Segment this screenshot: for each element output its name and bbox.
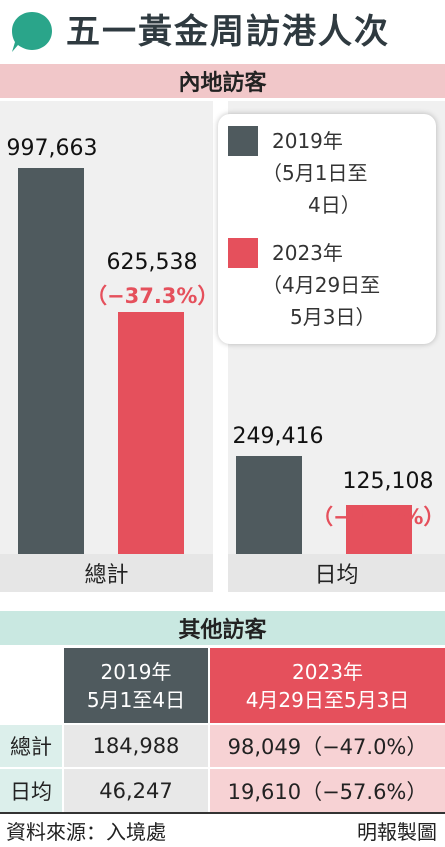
table-cell-total-2023: 98,049（−47.0%） [208, 723, 445, 768]
change-label-total: （−37.3%） [86, 284, 219, 308]
bar-daily-2019 [236, 456, 302, 554]
legend-range-2023-line2: 5月3日） [290, 305, 376, 329]
section-other-heading: 其他訪客 [0, 611, 445, 645]
table-header-2019: 2019年 5月1至4日 [62, 648, 209, 724]
speech-bubble-icon [12, 12, 52, 52]
legend-swatch-2019 [228, 126, 258, 156]
bar-total-2019 [18, 168, 84, 554]
legend-range-2023-line1: （4月29日至 [262, 273, 381, 297]
section-mainland-heading: 內地訪客 [0, 64, 445, 98]
table-header-2023-range: 4月29日至5月3日 [245, 687, 410, 712]
footer-divider [0, 812, 445, 814]
table-row: 總計 184,988 98,049（−47.0%） [0, 723, 445, 768]
table-corner [0, 648, 63, 724]
change-label-daily: （−49.8%） [312, 505, 445, 529]
category-label-total: 總計 [0, 554, 213, 592]
value-label-daily-2019: 249,416 [232, 424, 324, 449]
legend-year-2023: 2023年 [272, 241, 343, 265]
bar-total-2023 [118, 312, 184, 554]
legend-swatch-2023 [228, 238, 258, 268]
page-title: 五一黃金周訪港人次 [66, 12, 390, 52]
table-cell-total-2019: 184,988 [62, 723, 209, 768]
legend-range-2019-line2: 4日） [308, 193, 361, 217]
table-cell-daily-2023: 19,610（−57.6%） [208, 767, 445, 812]
legend-range-2019-line1: （5月1日至 [262, 161, 368, 185]
source-note: 資料來源：入境處 [6, 820, 166, 844]
credit-note: 明報製圖 [357, 820, 437, 844]
table-header-2019-range: 5月1至4日 [86, 687, 186, 712]
table-header-2023-year: 2023年 [292, 659, 363, 684]
category-label-daily: 日均 [228, 554, 445, 592]
table-row: 日均 46,247 19,610（−57.6%） [0, 767, 445, 812]
value-label-total-2023: 625,538 [106, 250, 198, 275]
table-header-2019-year: 2019年 [100, 659, 172, 684]
table-row-label-daily: 日均 [0, 767, 63, 812]
bar-daily-2023 [346, 505, 412, 554]
value-label-total-2019: 997,663 [6, 136, 98, 161]
table-cell-daily-2019: 46,247 [62, 767, 209, 812]
other-visitors-table: 2019年 5月1至4日 2023年 4月29日至5月3日 總計 184,988… [0, 648, 445, 812]
value-label-daily-2023: 125,108 [342, 469, 434, 494]
legend-year-2019: 2019年 [272, 129, 343, 153]
table-row-label-total: 總計 [0, 723, 63, 768]
legend: 2019年 （5月1日至 4日） 2023年 （4月29日至 5月3日） [218, 114, 436, 344]
table-header-2023: 2023年 4月29日至5月3日 [208, 648, 445, 724]
